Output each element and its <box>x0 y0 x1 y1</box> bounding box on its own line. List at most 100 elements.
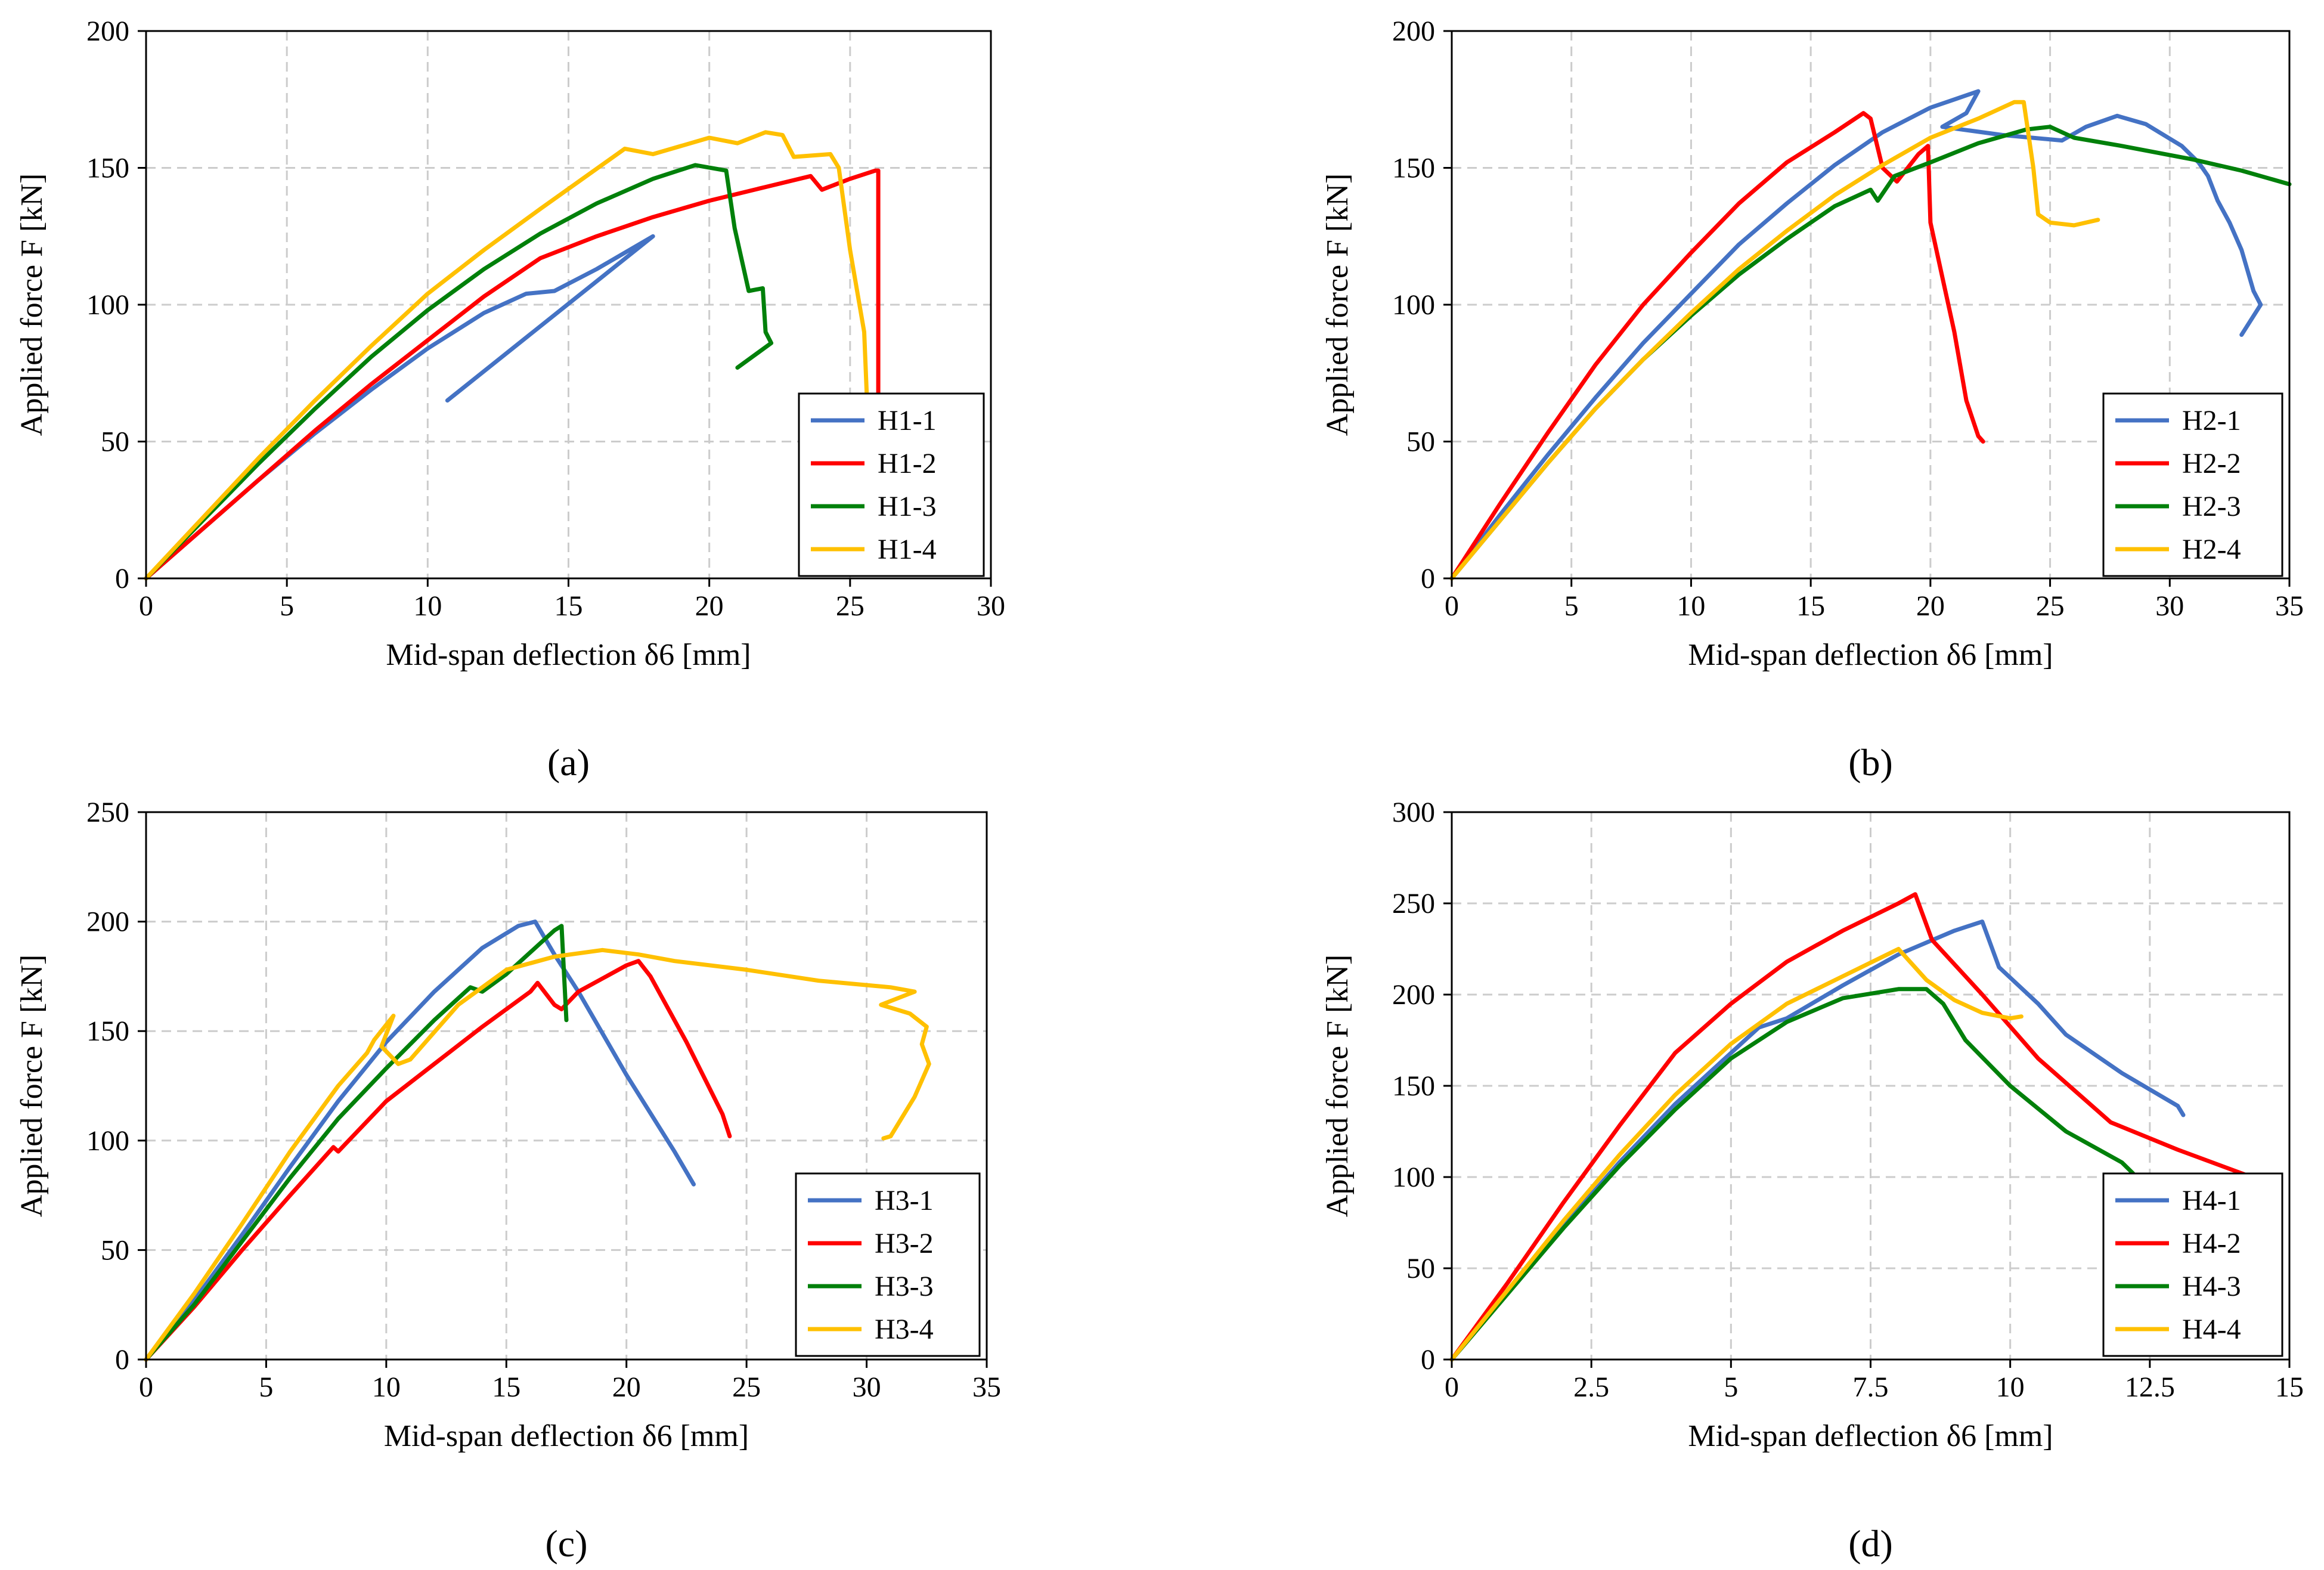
x-tick-label: 10 <box>1996 1371 2025 1403</box>
y-tick-label: 300 <box>1392 797 1435 828</box>
y-tick-label: 150 <box>1392 1070 1435 1102</box>
y-tick-label: 250 <box>86 797 129 828</box>
y-tick-label: 250 <box>1392 888 1435 919</box>
legend: H4-1 H4-2 H4-3 H4-4 <box>2102 1172 2283 1357</box>
y-tick-label: 50 <box>1406 426 1435 458</box>
series-line-H2-1 <box>1449 89 2263 581</box>
x-tick-label: 15 <box>1796 590 1825 622</box>
x-tick-label: 35 <box>2275 590 2304 622</box>
y-tick-label: 0 <box>1421 1344 1435 1376</box>
series-line-H1-1 <box>144 234 655 581</box>
legend-label-H3-2: H3-2 <box>875 1228 934 1259</box>
panel-label: (a) <box>547 741 590 784</box>
x-tick-label: 15 <box>2275 1371 2304 1403</box>
legend: H2-1 H2-2 H2-3 H2-4 <box>2102 392 2283 577</box>
series-line-H1-3 <box>144 163 774 581</box>
legend-label-H3-1: H3-1 <box>875 1185 934 1216</box>
x-tick-label: 10 <box>1677 590 1705 622</box>
x-tick-label: 0 <box>139 1371 153 1403</box>
legend-label-H1-4: H1-4 <box>878 534 937 565</box>
x-tick-label: 5 <box>280 590 294 622</box>
y-axis-label: Applied force F [kN] <box>15 174 49 436</box>
x-tick-label: 5 <box>259 1371 273 1403</box>
x-axis-label: Mid-span deflection δ6 [mm] <box>1688 1419 2053 1453</box>
chart-panel-1: 0 5 10 15 20 25 30 0 50 100 150 200 Mid-span deflect… <box>15 16 1005 784</box>
x-tick-label: 30 <box>977 590 1005 622</box>
legend-box <box>798 392 985 577</box>
series-line-H3-2 <box>144 959 732 1362</box>
x-tick-label: 10 <box>413 590 442 622</box>
y-tick-label: 100 <box>1392 289 1435 321</box>
legend-label-H3-3: H3-3 <box>875 1271 934 1302</box>
plot-frame <box>145 811 988 1361</box>
y-tick-label: 0 <box>115 1344 129 1376</box>
x-tick-label: 0 <box>139 590 153 622</box>
legend-label-H4-2: H4-2 <box>2182 1228 2241 1259</box>
x-tick-label: 15 <box>554 590 583 622</box>
x-tick-label: 12.5 <box>2125 1371 2175 1403</box>
x-tick-label: 0 <box>1445 1371 1459 1403</box>
panel-label: (c) <box>545 1522 587 1565</box>
series-line-H4-1 <box>1449 919 2186 1362</box>
series-line-H2-2 <box>1449 111 1985 581</box>
legend-box <box>2102 392 2283 577</box>
x-tick-label: 0 <box>1445 590 1459 622</box>
x-tick-label: 25 <box>732 1371 761 1403</box>
legend-label-H1-2: H1-2 <box>878 448 937 479</box>
legend-box <box>795 1172 981 1357</box>
legend-label-H1-1: H1-1 <box>878 405 937 436</box>
series-line-H3-4 <box>144 947 931 1362</box>
y-tick-label: 150 <box>86 1015 129 1047</box>
y-tick-label: 150 <box>86 153 129 184</box>
x-axis-label: Mid-span deflection δ6 [mm] <box>1688 638 2053 672</box>
chart-panel-4: 0 2.5 5 7.5 10 12.5 15050100150200250300Mid-sp… <box>1321 797 2304 1565</box>
y-tick-label: 50 <box>101 426 129 458</box>
x-tick-label: 25 <box>836 590 864 622</box>
series-line-H4-4 <box>1449 947 2024 1362</box>
x-tick-label: 10 <box>372 1371 401 1403</box>
x-tick-label: 15 <box>492 1371 520 1403</box>
legend-label-H2-2: H2-2 <box>2182 448 2241 479</box>
x-tick-label: 2.5 <box>1573 1371 1609 1403</box>
y-tick-label: 100 <box>86 289 129 321</box>
x-tick-label: 25 <box>2036 590 2065 622</box>
y-axis-label: Applied force F [kN] <box>1321 955 1355 1217</box>
x-tick-label: 35 <box>972 1371 1001 1403</box>
series-line-H3-3 <box>144 924 569 1362</box>
legend-label-H3-4: H3-4 <box>875 1314 934 1345</box>
x-axis-label: Mid-span deflection δ6 [mm] <box>384 1419 749 1453</box>
y-tick-label: 200 <box>1392 16 1435 47</box>
legend-label-H4-3: H4-3 <box>2182 1271 2241 1302</box>
panel-label: (d) <box>1848 1522 1893 1565</box>
y-tick-label: 200 <box>86 906 129 938</box>
series-line-H2-4 <box>1449 100 2100 581</box>
series-line-H1-2 <box>144 168 881 581</box>
y-tick-label: 0 <box>1421 563 1435 594</box>
series-line-H4-2 <box>1449 892 2280 1362</box>
y-axis-label: Applied force F [kN] <box>1321 174 1355 436</box>
x-tick-label: 20 <box>695 590 724 622</box>
x-tick-label: 20 <box>1916 590 1945 622</box>
legend-box <box>2102 1172 2283 1357</box>
panel-label: (b) <box>1848 741 1893 784</box>
x-tick-label: 20 <box>612 1371 641 1403</box>
y-axis-label: Applied force F [kN] <box>15 955 49 1217</box>
x-tick-label: 5 <box>1724 1371 1738 1403</box>
x-tick-label: 30 <box>853 1371 881 1403</box>
series-line-H1-4 <box>144 130 869 581</box>
legend-label-H2-4: H2-4 <box>2182 534 2241 565</box>
y-tick-label: 150 <box>1392 153 1435 184</box>
x-axis-label: Mid-span deflection δ6 [mm] <box>386 638 751 672</box>
legend-label-H2-3: H2-3 <box>2182 491 2241 522</box>
legend: H3-1 H3-2 H3-3 H3-4 <box>795 1172 981 1357</box>
y-tick-label: 100 <box>86 1125 129 1157</box>
y-tick-label: 50 <box>101 1234 129 1266</box>
y-tick-label: 0 <box>115 563 129 594</box>
y-tick-label: 200 <box>1392 979 1435 1011</box>
x-tick-label: 5 <box>1564 590 1579 622</box>
x-tick-label: 7.5 <box>1853 1371 1889 1403</box>
legend-label-H2-1: H2-1 <box>2182 405 2241 436</box>
chart-panel-3: 0 5 10 15 20 25 30 35 0 50 100 150 200 250 Mid-span de… <box>15 797 1001 1565</box>
y-tick-label: 200 <box>86 16 129 47</box>
